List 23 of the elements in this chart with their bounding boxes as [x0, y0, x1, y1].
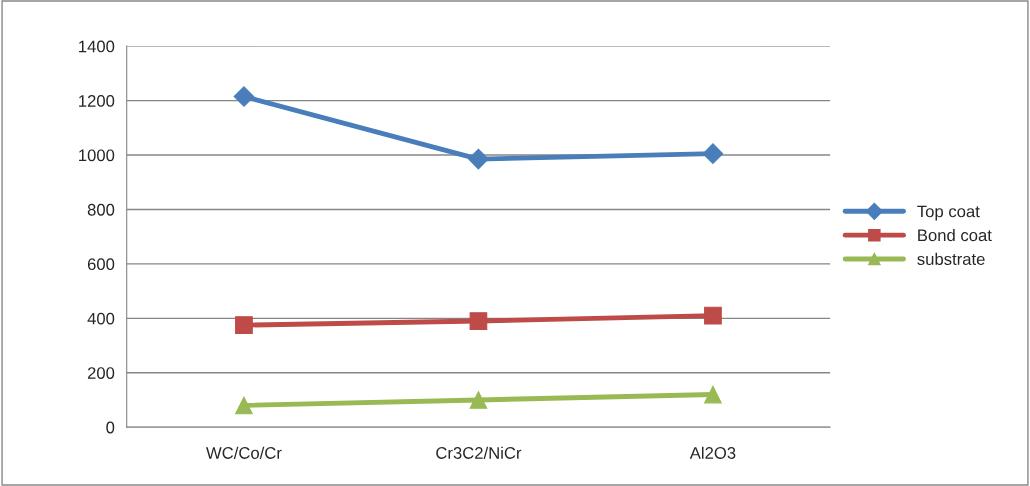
point — [704, 306, 722, 325]
y-tick-label: 800 — [87, 203, 115, 216]
y-tick-label: 1000 — [79, 149, 115, 162]
y-tick-label: 200 — [87, 367, 115, 379]
y-tick-label: 0 — [106, 421, 115, 434]
legend-label: Bond coat — [918, 228, 992, 242]
point — [469, 312, 488, 330]
legend-label: Top coat — [917, 205, 980, 221]
point — [468, 148, 489, 170]
x-tick-label: Cr3C2/NiCr — [436, 446, 522, 459]
y-tick-label: 1200 — [79, 95, 115, 107]
legend-label: substrate — [917, 252, 985, 266]
point — [469, 391, 488, 409]
x-tick-label: WC/Co/Cr — [206, 446, 282, 459]
point — [235, 396, 253, 415]
y-tick-label: 1400 — [79, 40, 115, 53]
point — [704, 385, 722, 404]
point — [702, 143, 724, 165]
y-tick-label: 400 — [87, 312, 115, 325]
point — [235, 316, 253, 334]
x-tick-label: Al2O3 — [689, 446, 736, 459]
y-tick-label: 600 — [87, 258, 115, 271]
point — [233, 86, 255, 107]
